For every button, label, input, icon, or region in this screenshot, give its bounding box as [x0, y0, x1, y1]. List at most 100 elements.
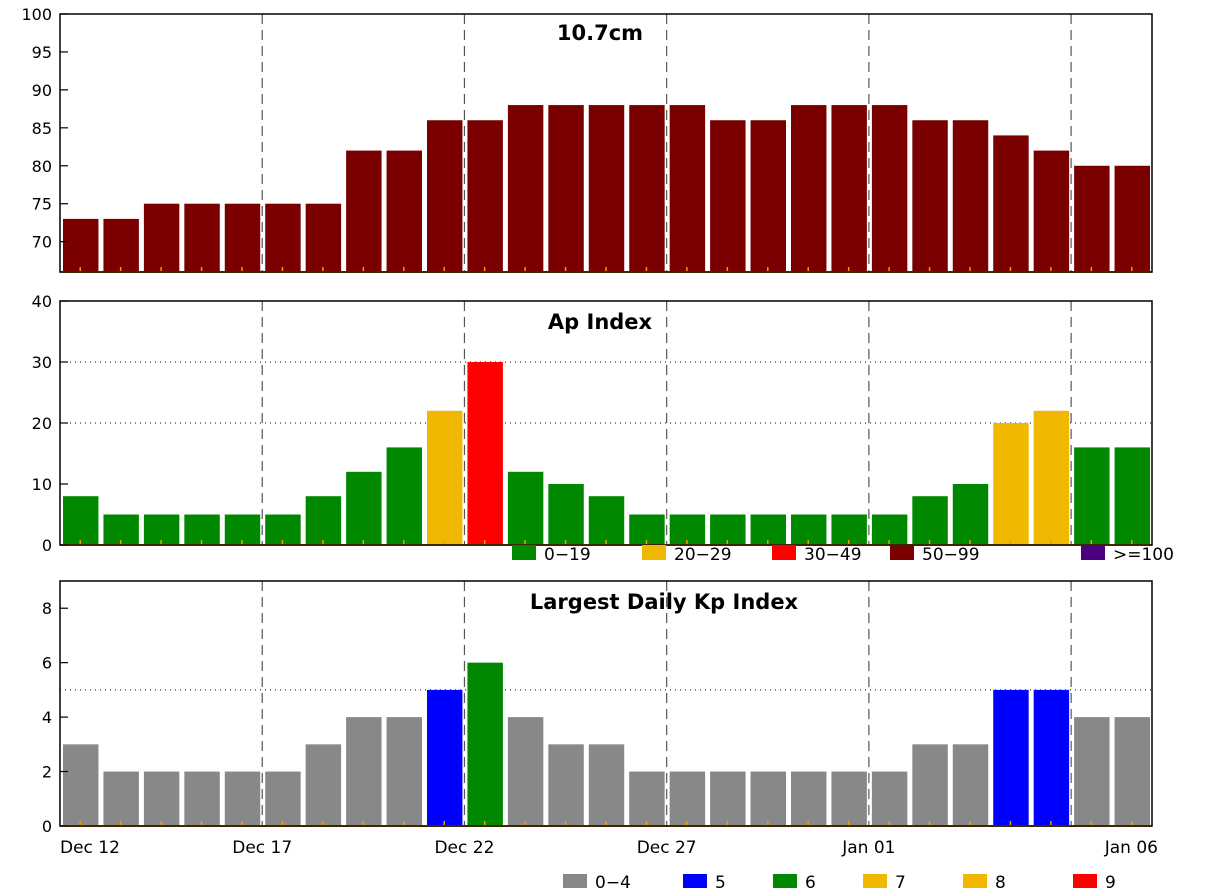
ap-legend: 0−19 20−29 30−49 50−99 >=100: [512, 545, 1174, 565]
legend-swatch: [512, 545, 536, 560]
y-tick-label: 4: [42, 708, 52, 727]
legend-label: 30−49: [804, 545, 862, 565]
bar: [588, 105, 625, 272]
bar: [912, 744, 948, 826]
legend-label: >=100: [1113, 545, 1174, 565]
bar: [1033, 410, 1070, 545]
bar: [871, 514, 908, 545]
bar: [507, 105, 544, 272]
bar: [1074, 447, 1110, 545]
y-tick-label: 95: [32, 43, 52, 62]
x-tick-label: Dec 22: [434, 838, 494, 858]
bar: [750, 120, 786, 272]
bar: [669, 514, 706, 545]
bar: [63, 744, 99, 826]
bar: [1074, 165, 1110, 272]
bar: [791, 771, 827, 826]
y-tick-label: 8: [42, 599, 52, 618]
bar: [912, 120, 948, 272]
bar: [831, 514, 867, 545]
bar: [305, 496, 342, 545]
bar: [427, 410, 463, 545]
bar: [871, 105, 908, 272]
legend-label: 0−4: [595, 873, 631, 892]
bar: [952, 484, 989, 545]
bar: [952, 120, 989, 272]
legend-label: 6: [805, 873, 816, 892]
bar: [588, 744, 625, 826]
kp-index-panel: 0 2 4 6 8 Largest Daily Kp Index: [42, 580, 1153, 836]
bar: [791, 514, 827, 545]
x-axis-labels: Dec 12 Dec 17 Dec 22 Dec 27 Jan 01 Jan 06: [60, 838, 1158, 858]
bar: [507, 717, 544, 826]
bar: [629, 771, 665, 826]
bar: [427, 689, 463, 826]
legend-swatch: [890, 545, 914, 560]
legend-swatch: [563, 874, 587, 888]
y-tick-label: 0: [42, 536, 52, 555]
x-tick-label: Dec 17: [232, 838, 292, 858]
bar: [467, 362, 503, 545]
bar: [588, 496, 625, 545]
plot-frame: [59, 13, 1153, 273]
bar: [629, 105, 665, 272]
legend-swatch: [1081, 545, 1105, 560]
bar: [103, 218, 139, 272]
plot-frame: [59, 580, 1153, 827]
bar: [265, 771, 301, 826]
legend-label: 7: [895, 873, 906, 892]
legend-label: 9: [1105, 873, 1116, 892]
bar: [710, 120, 746, 272]
legend-swatch: [863, 874, 887, 888]
y-tick-label: 40: [32, 292, 52, 311]
bar: [63, 496, 99, 545]
y-tick-label: 100: [21, 5, 52, 24]
kp-index-title: Largest Daily Kp Index: [530, 590, 799, 614]
bar: [993, 423, 1029, 545]
kp-legend: 0−4 5 6 7 8 9: [563, 873, 1116, 892]
bar: [791, 105, 827, 272]
bar: [224, 203, 261, 272]
y-tick-label: 70: [32, 233, 52, 252]
bar: [305, 203, 342, 272]
bar: [265, 203, 301, 272]
bar: [1033, 150, 1070, 272]
bar: [871, 771, 908, 826]
bar: [184, 203, 220, 272]
bar: [750, 771, 786, 826]
bar: [143, 203, 180, 272]
legend-swatch: [1073, 874, 1097, 888]
bar: [386, 447, 422, 545]
legend-swatch: [963, 874, 987, 888]
bar: [952, 744, 989, 826]
bar: [63, 218, 99, 272]
bar: [1033, 689, 1070, 826]
bar: [386, 150, 422, 272]
bar: [305, 744, 342, 826]
legend-label: 50−99: [922, 545, 980, 565]
bar: [548, 484, 584, 545]
bar: [831, 771, 867, 826]
x-tick-label: Jan 06: [1104, 838, 1158, 858]
y-tick-label: 80: [32, 157, 52, 176]
bar: [993, 135, 1029, 272]
bar: [467, 662, 503, 826]
bar: [912, 496, 948, 545]
bar: [548, 744, 584, 826]
legend-swatch: [773, 874, 797, 888]
y-tick-label: 85: [32, 119, 52, 138]
bar: [346, 471, 382, 545]
legend-swatch: [683, 874, 707, 888]
bar: [467, 120, 503, 272]
bar: [143, 514, 180, 545]
bar: [265, 514, 301, 545]
legend-swatch: [772, 545, 796, 560]
y-tick-label: 75: [32, 195, 52, 214]
bar: [346, 717, 382, 826]
bar: [103, 771, 139, 826]
y-tick-label: 2: [42, 763, 52, 782]
bar: [1114, 447, 1150, 545]
bar: [184, 514, 220, 545]
x-tick-label: Jan 01: [841, 838, 895, 858]
